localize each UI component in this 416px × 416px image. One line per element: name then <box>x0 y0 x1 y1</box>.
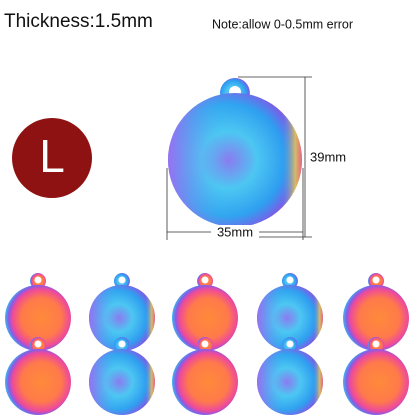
pendant-disc <box>172 349 238 415</box>
thickness-title: Thickness:1.5mm <box>4 11 153 32</box>
pendant-sheen <box>168 93 302 227</box>
size-letter: L <box>39 130 65 182</box>
bail-hole <box>201 276 209 284</box>
pendant-disc <box>172 285 238 351</box>
bail-hole <box>372 340 380 348</box>
bail-hole <box>372 276 380 284</box>
pendant-disc <box>343 285 409 351</box>
main-pendant <box>168 78 302 227</box>
bail-hole <box>34 276 42 284</box>
pendant-disc <box>5 349 71 415</box>
label-bg <box>211 225 259 240</box>
pendant-sheen <box>89 349 155 415</box>
pendant-disc <box>343 349 409 415</box>
bail-hole <box>118 276 126 284</box>
note: Note:allow 0-0.5mm error <box>212 17 353 31</box>
pendant-grid <box>5 273 409 415</box>
pendant-sheen <box>257 349 323 415</box>
width-label: 35mm <box>217 224 253 239</box>
bail-hole <box>118 340 126 348</box>
bail-hole <box>286 340 294 348</box>
bail-hole <box>201 340 209 348</box>
height-label: 39mm <box>310 149 346 164</box>
bail-hole <box>286 276 294 284</box>
pendant-disc <box>5 285 71 351</box>
size-badge <box>12 118 92 198</box>
pendant-sheen <box>257 285 323 351</box>
pendant-sheen <box>89 285 155 351</box>
bail-hole <box>34 340 42 348</box>
label-bg <box>309 148 359 168</box>
